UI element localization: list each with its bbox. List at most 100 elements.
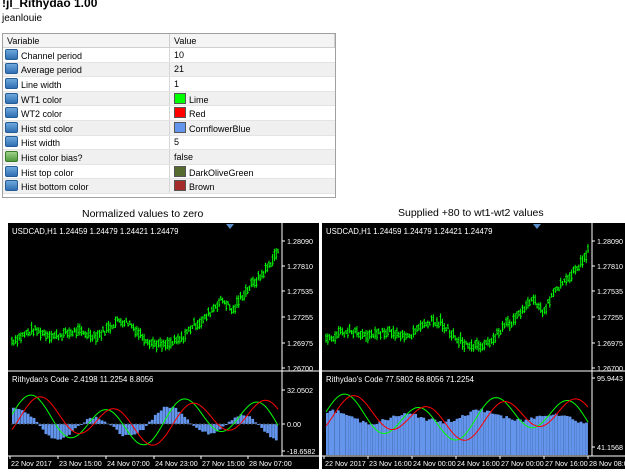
parameter-row[interactable]: Line width 1 xyxy=(3,76,335,92)
histogram-bar xyxy=(180,413,184,424)
histogram-bar xyxy=(397,416,401,455)
parameter-row[interactable]: Channel period 10 xyxy=(3,47,335,63)
parameters-table: Variable Value Channel period 10 Average p… xyxy=(2,33,336,198)
histogram-bar xyxy=(183,416,187,424)
histogram-bar xyxy=(386,420,390,455)
chart-left[interactable]: USDCAD,H1 1.24459 1.24479 1.24421 1.2447… xyxy=(8,223,319,469)
histogram-bar xyxy=(269,424,272,438)
parameter-value-cell[interactable]: Red xyxy=(169,105,335,121)
parameter-value: Brown xyxy=(189,182,215,193)
price-tick-label: 1.26975 xyxy=(597,339,623,348)
histogram-bar xyxy=(406,413,409,455)
histogram-bar xyxy=(142,424,145,430)
parameter-row[interactable]: WT2 color Red xyxy=(3,105,335,121)
histogram-bar xyxy=(549,415,553,455)
histogram-bar xyxy=(472,409,475,455)
histogram-bar xyxy=(345,415,348,455)
time-tick-label: 23 Nov 15:00 xyxy=(59,459,102,468)
parameter-value-cell[interactable]: Lime xyxy=(169,91,335,107)
histogram-bar xyxy=(230,420,234,424)
parameter-value-cell[interactable]: 5 xyxy=(169,135,335,151)
parameter-value-cell[interactable]: CornflowerBlue xyxy=(169,120,335,136)
histogram-bar xyxy=(215,424,219,432)
histogram-bar xyxy=(527,420,530,455)
histogram-bar xyxy=(15,408,18,424)
histogram-bar xyxy=(254,422,258,424)
histogram-bar xyxy=(463,415,467,455)
parameter-value-cell[interactable]: false xyxy=(169,149,335,165)
parameter-value-cell[interactable]: DarkOliveGreen xyxy=(169,164,335,180)
histogram-bar xyxy=(568,416,572,455)
histogram-bar xyxy=(12,407,15,424)
histogram-bar xyxy=(41,424,45,430)
color-param-icon xyxy=(5,92,18,104)
histogram-bar xyxy=(367,424,371,455)
color-swatch-icon xyxy=(174,180,186,192)
parameter-row[interactable]: Hist std color CornflowerBlue xyxy=(3,120,335,136)
histogram-bar xyxy=(356,418,359,455)
chart-shift-icon[interactable] xyxy=(533,224,541,229)
histogram-bar xyxy=(441,423,445,455)
parameter-row[interactable]: Average period 21 xyxy=(3,62,335,78)
histogram-bar xyxy=(480,408,484,455)
histogram-bar xyxy=(436,421,439,455)
histogram-bar xyxy=(112,424,116,427)
histogram-bar xyxy=(342,413,346,455)
histogram-bar xyxy=(38,424,42,426)
histogram-bar xyxy=(419,417,423,455)
histogram-bar xyxy=(97,419,101,424)
color-param-icon xyxy=(5,121,18,133)
histogram-bar xyxy=(103,421,107,424)
histogram-bar xyxy=(554,413,558,455)
chart-right-canvas[interactable]: USDCAD,H1 1.24459 1.24479 1.24421 1.2447… xyxy=(322,223,625,469)
chart-shift-icon[interactable] xyxy=(226,224,234,229)
histogram-bar xyxy=(370,423,373,455)
histogram-bar xyxy=(372,424,376,455)
parameter-value-cell[interactable]: Brown xyxy=(169,178,335,194)
parameter-value-cell[interactable]: 21 xyxy=(169,62,335,78)
histogram-bar xyxy=(204,424,207,432)
parameter-value: 1 xyxy=(174,78,180,89)
time-tick-label: 24 Nov 00:00 xyxy=(413,459,456,468)
parameter-value-cell[interactable]: 10 xyxy=(169,47,335,63)
value-column-header[interactable]: Value xyxy=(169,34,335,48)
histogram-bar xyxy=(162,406,166,424)
histogram-bar xyxy=(35,421,39,424)
color-swatch-icon xyxy=(174,121,186,133)
chart-right[interactable]: USDCAD,H1 1.24459 1.24479 1.24421 1.2447… xyxy=(322,223,625,469)
variable-column-header[interactable]: Variable xyxy=(3,34,170,48)
histogram-bar xyxy=(417,417,420,455)
histogram-bar xyxy=(266,424,269,434)
histogram-bar xyxy=(538,415,542,455)
parameter-name: Hist color bias? xyxy=(21,152,83,163)
parameter-row[interactable]: WT1 color Lime xyxy=(3,91,335,107)
histogram-bar xyxy=(121,424,125,437)
parameters-header: Variable Value xyxy=(3,34,335,48)
histogram-bar xyxy=(494,414,497,455)
parameter-row[interactable]: Hist width 5 xyxy=(3,135,335,151)
parameter-row[interactable]: Hist bottom color Brown xyxy=(3,178,335,194)
parameter-row[interactable]: Hist color bias? false xyxy=(3,149,335,165)
parameter-name-cell: Hist std color xyxy=(3,120,170,136)
histogram-bar xyxy=(563,415,566,455)
histogram-bar xyxy=(53,424,57,439)
histogram-bar xyxy=(56,424,59,440)
price-tick-label: 1.27810 xyxy=(597,262,623,271)
indicator-histogram xyxy=(12,406,278,441)
histogram-bar xyxy=(491,413,495,455)
chart-left-canvas[interactable]: USDCAD,H1 1.24459 1.24479 1.24421 1.2447… xyxy=(8,223,319,469)
parameter-name-cell: Hist top color xyxy=(3,164,170,180)
histogram-bar xyxy=(521,421,525,455)
parameter-value-cell[interactable]: 1 xyxy=(169,76,335,92)
indicator-label: Rithydao's Code -2.4198 11.2254 8.8056 xyxy=(12,375,153,384)
parameter-row[interactable]: Hist top color DarkOliveGreen xyxy=(3,164,335,180)
histogram-bar xyxy=(136,424,139,434)
time-tick-label: 23 Nov 16:00 xyxy=(369,459,412,468)
histogram-bar xyxy=(361,420,365,455)
price-tick-label: 1.27535 xyxy=(597,287,623,296)
histogram-bar xyxy=(236,416,240,424)
parameter-name-cell: Hist width xyxy=(3,135,170,151)
histogram-bar xyxy=(80,424,83,425)
histogram-bar xyxy=(260,424,263,428)
histogram-bar xyxy=(91,418,95,424)
